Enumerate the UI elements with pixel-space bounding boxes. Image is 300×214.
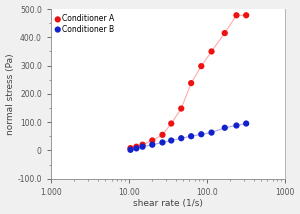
Conditioner A — [128, 146, 133, 150]
Y-axis label: normal stress (Pa): normal stress (Pa) — [6, 53, 15, 135]
Conditioner A — [140, 143, 145, 146]
Conditioner A — [209, 50, 214, 53]
Conditioner B — [189, 135, 194, 138]
Conditioner B — [140, 145, 145, 149]
Conditioner A — [222, 31, 227, 35]
Conditioner A — [134, 145, 139, 149]
Conditioner B — [179, 137, 184, 140]
Conditioner A — [244, 13, 249, 17]
Conditioner B — [222, 126, 227, 129]
Conditioner A — [150, 139, 155, 142]
Conditioner A — [169, 122, 174, 125]
Conditioner A — [179, 107, 184, 110]
Conditioner A — [189, 81, 194, 85]
Conditioner B — [169, 139, 174, 142]
Conditioner B — [150, 143, 155, 146]
Conditioner B — [199, 132, 204, 136]
X-axis label: shear rate (1/s): shear rate (1/s) — [133, 199, 203, 208]
Conditioner B — [128, 148, 133, 152]
Conditioner B — [134, 147, 139, 150]
Conditioner A — [234, 13, 239, 17]
Legend: Conditioner A, Conditioner B: Conditioner A, Conditioner B — [55, 13, 115, 35]
Conditioner B — [209, 131, 214, 134]
Conditioner A — [199, 64, 204, 68]
Conditioner B — [160, 141, 165, 144]
Conditioner A — [160, 133, 165, 137]
Conditioner B — [244, 122, 249, 125]
Conditioner B — [234, 124, 239, 127]
